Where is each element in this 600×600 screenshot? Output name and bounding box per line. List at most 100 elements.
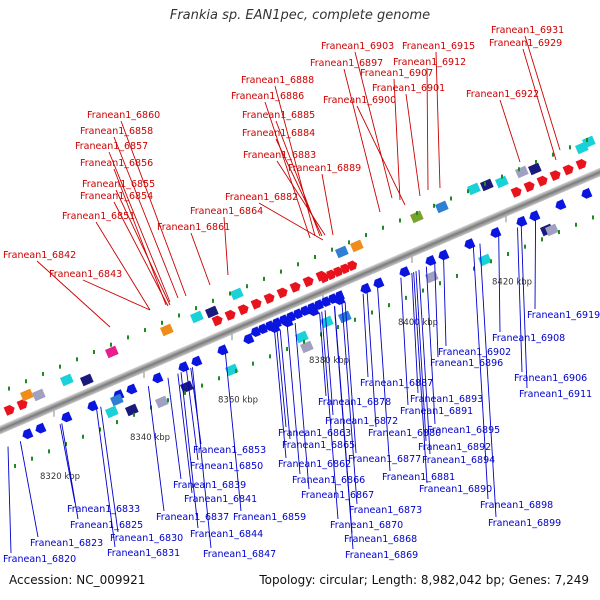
gene-label-top[interactable]: Franean1_6855	[82, 179, 155, 190]
tick-label: 8400 kbp	[398, 318, 438, 328]
gene-arrow-reverse	[373, 277, 385, 289]
gene-label-top[interactable]: Franean1_6883	[243, 150, 316, 161]
gene-label-bottom[interactable]: Franean1_6839	[173, 480, 246, 491]
gene-label-top[interactable]: Franean1_6903	[321, 41, 394, 52]
gene-label-bottom[interactable]: Franean1_6847	[203, 549, 276, 560]
gene-label-top[interactable]: Franean1_6931	[491, 25, 564, 36]
gene-label-bottom[interactable]: Franean1_6899	[488, 518, 561, 529]
gene-label-bottom[interactable]: Franean1_6825	[70, 520, 143, 531]
gene-label-bottom[interactable]: Franean1_6859	[233, 512, 306, 523]
gene-label-top[interactable]: Franean1_6864	[190, 206, 263, 217]
protein-domain-box	[434, 200, 449, 214]
gene-label-top[interactable]: Franean1_6888	[241, 75, 314, 86]
feature-tick	[314, 254, 316, 259]
gene-label-bottom[interactable]: Franean1_6830	[110, 533, 183, 544]
gene-label-top[interactable]: Franean1_6861	[157, 222, 230, 233]
gene-arrow-forward	[211, 315, 223, 327]
gene-label-bottom[interactable]: Franean1_6906	[514, 373, 587, 384]
feature-tick	[433, 203, 435, 208]
gene-label-top[interactable]: Franean1_6882	[225, 192, 298, 203]
gene-label-top[interactable]: Franean1_6900	[323, 95, 396, 106]
gene-label-bottom[interactable]: Franean1_6863	[278, 428, 351, 439]
gene-label-bottom[interactable]: Franean1_6908	[492, 333, 565, 344]
gene-label-top[interactable]: Franean1_6851	[62, 211, 135, 222]
tick-label: 8360 kbp	[218, 395, 258, 405]
gene-arrow-reverse	[516, 215, 528, 227]
protein-domain-box	[125, 403, 139, 417]
gene-label-bottom[interactable]: Franean1_6853	[193, 445, 266, 456]
gene-label-bottom[interactable]: Franean1_6881	[382, 472, 455, 483]
gene-label-bottom[interactable]: Franean1_6844	[190, 529, 263, 540]
protein-domain-box	[105, 405, 119, 419]
gene-label-bottom[interactable]: Franean1_6894	[422, 455, 495, 466]
protein-domain-box	[334, 245, 349, 259]
gene-label-bottom[interactable]: Franean1_6893	[410, 394, 483, 405]
gene-label-bottom[interactable]: Franean1_6878	[318, 397, 391, 408]
gene-label-bottom[interactable]: Franean1_6833	[67, 504, 140, 515]
feature-tick	[14, 463, 16, 468]
leader-line	[180, 372, 199, 529]
leader-line	[120, 120, 187, 297]
gene-label-bottom[interactable]: Franean1_6865	[282, 440, 355, 451]
gene-label-bottom[interactable]: Franean1_6877	[348, 454, 421, 465]
gene-label-bottom[interactable]: Franean1_6868	[344, 534, 417, 545]
gene-label-bottom[interactable]: Franean1_6837	[156, 512, 229, 523]
gene-label-top[interactable]: Franean1_6860	[87, 110, 160, 121]
gene-label-bottom[interactable]: Franean1_6902	[438, 347, 511, 358]
gene-label-top[interactable]: Franean1_6901	[372, 83, 445, 94]
gene-label-top[interactable]: Franean1_6912	[393, 57, 466, 68]
feature-tick	[144, 328, 146, 333]
gene-label-top[interactable]: Franean1_6897	[310, 58, 383, 69]
gene-label-top[interactable]: Franean1_6856	[80, 158, 153, 169]
gene-label-bottom[interactable]: Franean1_6862	[278, 459, 351, 470]
gene-label-bottom[interactable]: Franean1_6898	[480, 500, 553, 511]
gene-arrow-forward	[289, 282, 301, 293]
gene-label-top[interactable]: Franean1_6907	[360, 68, 433, 79]
leader-line	[356, 105, 406, 206]
gene-label-top[interactable]: Franean1_6854	[80, 191, 153, 202]
gene-label-bottom[interactable]: Franean1_6873	[349, 505, 422, 516]
gene-label-top[interactable]: Franean1_6857	[75, 141, 148, 152]
gene-label-bottom[interactable]: Franean1_6891	[400, 406, 473, 417]
gene-label-top[interactable]: Franean1_6915	[402, 41, 475, 52]
gene-label-bottom[interactable]: Franean1_6911	[519, 389, 592, 400]
gene-label-bottom[interactable]: Franean1_6872	[325, 416, 398, 427]
feature-tick	[456, 273, 458, 278]
gene-label-bottom[interactable]: Franean1_6869	[345, 550, 418, 561]
gene-label-top[interactable]: Franean1_6858	[80, 126, 153, 137]
leader-line	[343, 68, 381, 213]
gene-label-bottom[interactable]: Franean1_6896	[430, 358, 503, 369]
gene-label-bottom[interactable]: Franean1_6895	[427, 425, 500, 436]
gene-label-bottom[interactable]: Franean1_6866	[292, 475, 365, 486]
gene-label-bottom[interactable]: Franean1_6870	[330, 520, 403, 531]
gene-arrow-reverse	[178, 361, 190, 372]
leader-line	[186, 369, 199, 461]
leader-line	[413, 272, 428, 484]
gene-label-bottom[interactable]: Franean1_6867	[301, 490, 374, 501]
gene-label-bottom[interactable]: Franean1_6850	[190, 461, 263, 472]
gene-label-bottom[interactable]: Franean1_6892	[418, 442, 491, 453]
gene-label-bottom[interactable]: Franean1_6823	[30, 538, 103, 549]
leader-line	[61, 423, 79, 520]
gene-label-bottom[interactable]: Franean1_6919	[527, 310, 600, 321]
leader-line	[147, 386, 165, 512]
gene-label-bottom[interactable]: Franean1_6880	[368, 428, 441, 439]
gene-label-top[interactable]: Franean1_6889	[288, 163, 361, 174]
gene-label-top[interactable]: Franean1_6885	[242, 110, 315, 121]
gene-label-bottom[interactable]: Franean1_6820	[3, 554, 76, 565]
gene-label-top[interactable]: Franean1_6922	[466, 89, 539, 100]
feature-tick	[25, 379, 27, 384]
gene-label-bottom[interactable]: Franean1_6890	[419, 484, 492, 495]
gene-label-top[interactable]: Franean1_6884	[242, 128, 315, 139]
gene-label-top[interactable]: Franean1_6886	[231, 91, 304, 102]
feature-tick	[161, 320, 163, 325]
gene-arrow-forward	[16, 399, 28, 411]
gene-label-bottom[interactable]: Franean1_6887	[360, 378, 433, 389]
protein-domain-box	[80, 373, 94, 387]
gene-label-bottom[interactable]: Franean1_6831	[107, 548, 180, 559]
gene-label-top[interactable]: Franean1_6843	[49, 269, 122, 280]
feature-tick	[473, 266, 475, 271]
gene-label-bottom[interactable]: Franean1_6841	[184, 494, 257, 505]
gene-label-top[interactable]: Franean1_6842	[3, 250, 76, 261]
gene-label-top[interactable]: Franean1_6929	[489, 38, 562, 49]
